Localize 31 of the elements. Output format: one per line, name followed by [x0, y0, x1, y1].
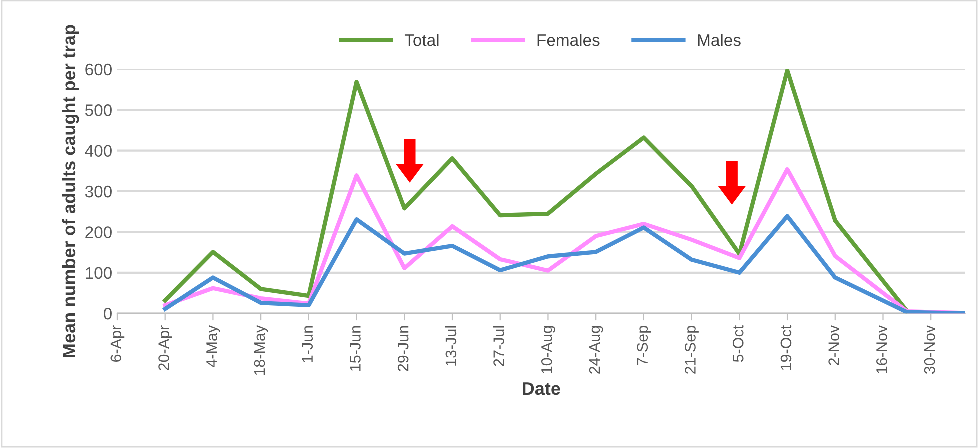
x-tick-label: 15-Jun — [350, 326, 361, 371]
x-tick-label: 1-Jun — [302, 326, 314, 362]
x-tick-label: 5-Oct — [732, 326, 744, 362]
x-tick-label: 10-Aug — [542, 326, 556, 374]
x-tick-label: 16-Nov — [876, 325, 888, 374]
y-axis-title: Mean number of adults caught per trap — [62, 25, 80, 358]
y-tick-label: 300 — [85, 186, 112, 198]
y-tick-label: 500 — [85, 104, 112, 116]
y-tick-label: 100 — [86, 267, 112, 280]
x-tick-label: 29-Jun — [398, 326, 409, 372]
x-axis-title: Date — [523, 382, 560, 396]
x-tick-label: 6-Apr — [110, 326, 125, 362]
legend-label: Females — [538, 34, 600, 46]
line-series — [163, 214, 966, 314]
x-tick-label: 18-May — [254, 325, 268, 376]
x-tick-label: 27-Jul — [493, 326, 504, 366]
x-tick-label: 19-Oct — [780, 326, 792, 370]
x-tick-label: 13-Jul — [445, 326, 457, 366]
x-tick-label: 24-Aug — [589, 326, 604, 374]
y-tick-label: 200 — [86, 226, 112, 238]
y-tick-label: 0 — [104, 308, 112, 320]
legend-label: Total — [404, 34, 439, 46]
x-tick-label: 21-Sep — [685, 326, 699, 374]
legend-label: Males — [698, 34, 741, 46]
x-tick-label: 20-Apr — [158, 326, 172, 370]
x-tick-label: 4-May — [206, 325, 220, 368]
y-tick-label: 400 — [85, 145, 112, 158]
x-tick-label: 7-Sep — [637, 326, 652, 366]
y-tick-label: 600 — [86, 64, 112, 76]
x-tick-label: 2-Nov — [828, 325, 840, 366]
x-tick-label: 30-Nov — [924, 325, 936, 374]
